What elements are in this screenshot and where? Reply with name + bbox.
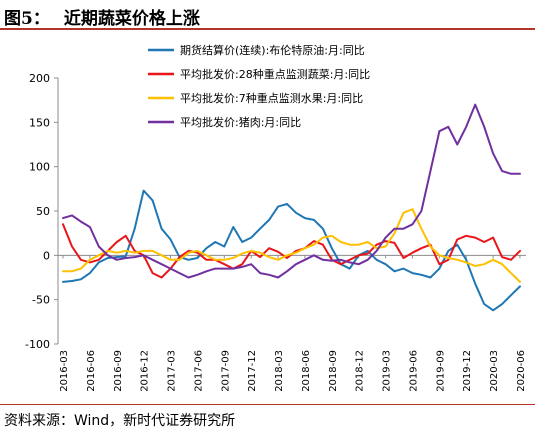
x-tick-label: 2016-09 <box>113 350 124 392</box>
y-tick-label: 200 <box>29 72 50 85</box>
figure-label: 图5： <box>4 9 50 29</box>
x-tick-label: 2019-09 <box>435 350 446 392</box>
y-tick-label: -100 <box>25 338 50 351</box>
x-tick-label: 2020-03 <box>489 350 500 392</box>
source-bar: 资料来源：Wind，新时代证券研究所 <box>0 404 535 434</box>
chart-axes: -100 -50 0 50 100 150 200 2016-03 2016-06 2016-09… <box>25 72 527 392</box>
y-tick-label: 150 <box>29 116 50 129</box>
x-tick-label: 2017-09 <box>220 350 231 392</box>
x-tick-label: 2018-06 <box>301 350 312 392</box>
figure-title-text: 近期蔬菜价格上涨 <box>63 9 200 29</box>
y-tick-label: 100 <box>29 161 50 174</box>
x-tick-label: 2018-12 <box>355 350 366 392</box>
source-note: 资料来源：Wind，新时代证券研究所 <box>4 413 236 429</box>
x-tick-label: 2017-03 <box>167 350 178 392</box>
chart-legend: 期货结算价(连续):布伦特原油:月:同比平均批发价:28种重点监测蔬菜:月:同比… <box>148 43 370 129</box>
legend-label-2: 平均批发价:28种重点监测蔬菜:月:同比 <box>180 67 370 81</box>
x-tick-label: 2017-06 <box>193 350 204 392</box>
line-chart: -100 -50 0 50 100 150 200 2016-03 2016-06 2016-09… <box>25 43 527 392</box>
x-tick-label: 2019-12 <box>462 350 473 392</box>
x-tick-label: 2019-06 <box>408 350 419 392</box>
figure-title: 图5： 近期蔬菜价格上涨 <box>4 4 200 29</box>
y-tick-label: 0 <box>43 249 50 262</box>
figure-title-bar: 图5： 近期蔬菜价格上涨 <box>0 0 535 30</box>
y-tick-label: -50 <box>32 294 50 307</box>
chart-series <box>62 103 521 312</box>
legend-label-1: 期货结算价(连续):布伦特原油:月:同比 <box>180 43 365 57</box>
y-tick-label: 50 <box>36 205 50 218</box>
x-tick-label: 2020-06 <box>516 350 527 392</box>
x-tick-label: 2016-06 <box>86 350 97 392</box>
series-line-2 <box>62 223 521 279</box>
series-line-3 <box>62 208 521 283</box>
legend-label-3: 平均批发价:7种重点监测水果:月:同比 <box>180 91 363 105</box>
x-tick-label: 2018-03 <box>274 350 285 392</box>
series-line-4 <box>62 103 521 279</box>
x-tick-label: 2019-03 <box>382 350 393 392</box>
x-tick-label: 2016-03 <box>59 350 70 392</box>
x-tick-label: 2017-12 <box>247 350 258 392</box>
x-tick-label: 2018-09 <box>328 350 339 392</box>
series-line-1 <box>62 189 521 312</box>
legend-label-4: 平均批发价:猪肉:月:同比 <box>180 115 301 129</box>
x-tick-label: 2016-12 <box>140 350 151 392</box>
